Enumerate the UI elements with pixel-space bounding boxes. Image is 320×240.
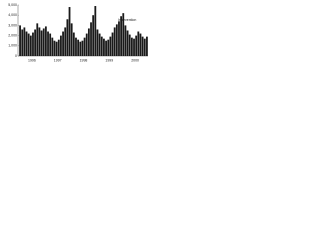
bar — [128, 34, 131, 56]
bar — [60, 35, 62, 56]
bar — [103, 38, 105, 56]
bar — [70, 23, 73, 56]
bar — [79, 41, 82, 56]
bar — [53, 40, 56, 56]
bar — [96, 29, 99, 56]
y-tick-label: 4,000 — [8, 13, 17, 17]
bar — [32, 32, 34, 56]
bar — [57, 39, 60, 56]
bar — [25, 31, 28, 56]
bar — [68, 7, 71, 56]
bar — [77, 39, 80, 56]
bar — [130, 37, 133, 56]
x-tick-label: 1999 — [105, 58, 113, 62]
bar — [34, 29, 37, 56]
bar — [19, 25, 21, 56]
bar — [85, 33, 88, 56]
bar — [133, 38, 135, 56]
bar — [100, 36, 103, 56]
bar — [126, 30, 129, 56]
bar — [122, 13, 125, 56]
bar — [49, 33, 52, 56]
y-tick-label: 0 — [15, 54, 17, 58]
bar — [135, 35, 138, 56]
bar — [98, 33, 101, 56]
x-tick-label: 1996 — [28, 58, 36, 62]
bar — [51, 37, 54, 56]
bar — [83, 37, 86, 56]
bar — [36, 23, 39, 56]
bar — [113, 27, 116, 56]
bar — [81, 40, 84, 56]
x-tick-label: 1997 — [54, 58, 62, 62]
bar — [107, 39, 110, 56]
bar — [105, 40, 107, 56]
bar — [66, 19, 69, 57]
bar — [137, 31, 140, 56]
bar — [23, 27, 26, 56]
bar — [115, 24, 118, 56]
bar — [124, 25, 127, 56]
bar — [64, 27, 67, 56]
bar — [109, 36, 112, 56]
bar — [139, 33, 142, 56]
bar — [146, 36, 148, 56]
bar — [111, 32, 114, 56]
bar — [62, 31, 64, 56]
bar — [87, 28, 90, 56]
y-tick-label: 2,000 — [8, 34, 17, 38]
bar — [118, 21, 120, 56]
bar — [29, 35, 32, 56]
bar — [40, 30, 43, 56]
bar — [75, 37, 77, 56]
bar — [90, 22, 92, 56]
bar — [21, 29, 24, 56]
bar — [141, 36, 144, 56]
bar — [72, 32, 75, 56]
bar — [143, 38, 146, 56]
bar — [120, 16, 123, 56]
bar — [94, 6, 97, 56]
y-tick-label: 5,000 — [8, 3, 17, 7]
bar — [44, 26, 47, 56]
y-tick-label: 3,000 — [8, 23, 17, 27]
bar — [55, 41, 58, 56]
bar — [42, 28, 45, 56]
bar — [92, 15, 95, 56]
x-tick-label: 1998 — [80, 58, 88, 62]
bar — [47, 31, 49, 56]
bar — [27, 33, 30, 56]
y-tick-label: 1,000 — [8, 44, 17, 48]
annotation: Intervention — [118, 18, 136, 22]
chart: Intervention 0 1,000 2,000 3,000 4,000 5,000 1… — [8, 3, 148, 62]
bar — [38, 27, 41, 56]
x-tick-label: 2000 — [131, 58, 139, 62]
